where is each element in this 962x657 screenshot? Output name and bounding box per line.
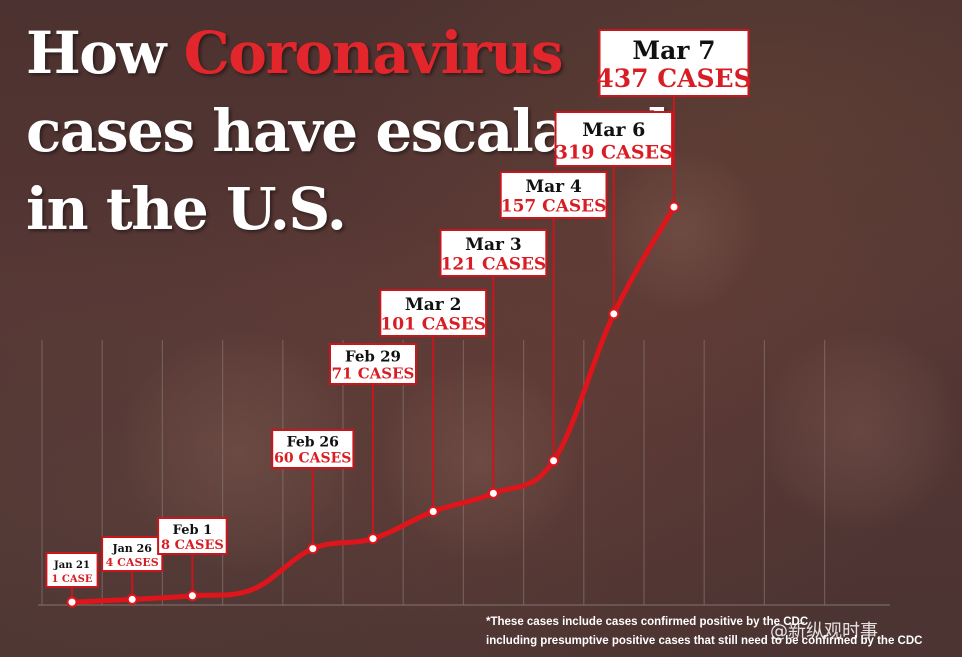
label-date: Mar 2 <box>405 295 462 315</box>
data-point <box>188 591 197 600</box>
grid <box>38 340 890 605</box>
data-point <box>549 456 558 465</box>
data-point <box>489 489 498 498</box>
label-cases: 71 CASES <box>332 364 415 382</box>
data-point <box>68 598 77 607</box>
footnote-line: including presumptive positive cases tha… <box>486 632 956 651</box>
label-cases: 319 CASES <box>555 141 673 163</box>
label-date: Feb 26 <box>287 435 339 451</box>
label-date: Mar 7 <box>632 36 715 65</box>
data-point <box>369 534 378 543</box>
label-cases: 101 CASES <box>380 315 486 335</box>
label-box: Feb 18 CASES <box>158 518 227 554</box>
data-point <box>429 507 438 516</box>
label-cases: 121 CASES <box>441 255 547 275</box>
data-point <box>308 544 317 553</box>
label-box: Jan 264 CASES <box>102 537 162 571</box>
label-date: Mar 6 <box>582 119 645 141</box>
label-date: Feb 29 <box>345 348 401 366</box>
label-date: Jan 26 <box>111 542 152 555</box>
data-point <box>128 595 137 604</box>
label-cases: 8 CASES <box>161 538 224 553</box>
label-date: Feb 1 <box>173 523 212 538</box>
label-cases: 157 CASES <box>501 197 607 217</box>
data-point <box>670 203 679 212</box>
label-cases: 60 CASES <box>274 451 351 467</box>
label-cases: 437 CASES <box>596 64 751 93</box>
label-date: Mar 3 <box>465 235 522 255</box>
label-date: Jan 21 <box>53 560 90 571</box>
label-cases: 1 CASE <box>51 574 92 585</box>
label-date: Mar 4 <box>525 177 582 197</box>
footnote: *These cases include cases confirmed pos… <box>486 613 956 651</box>
label-box: Jan 21 1 CASE <box>46 553 97 587</box>
label-cases: 4 CASES <box>106 556 159 569</box>
watermark: @新纵观时事 <box>770 617 878 643</box>
footnote-line: *These cases include cases confirmed pos… <box>486 613 956 632</box>
data-point <box>609 309 618 318</box>
